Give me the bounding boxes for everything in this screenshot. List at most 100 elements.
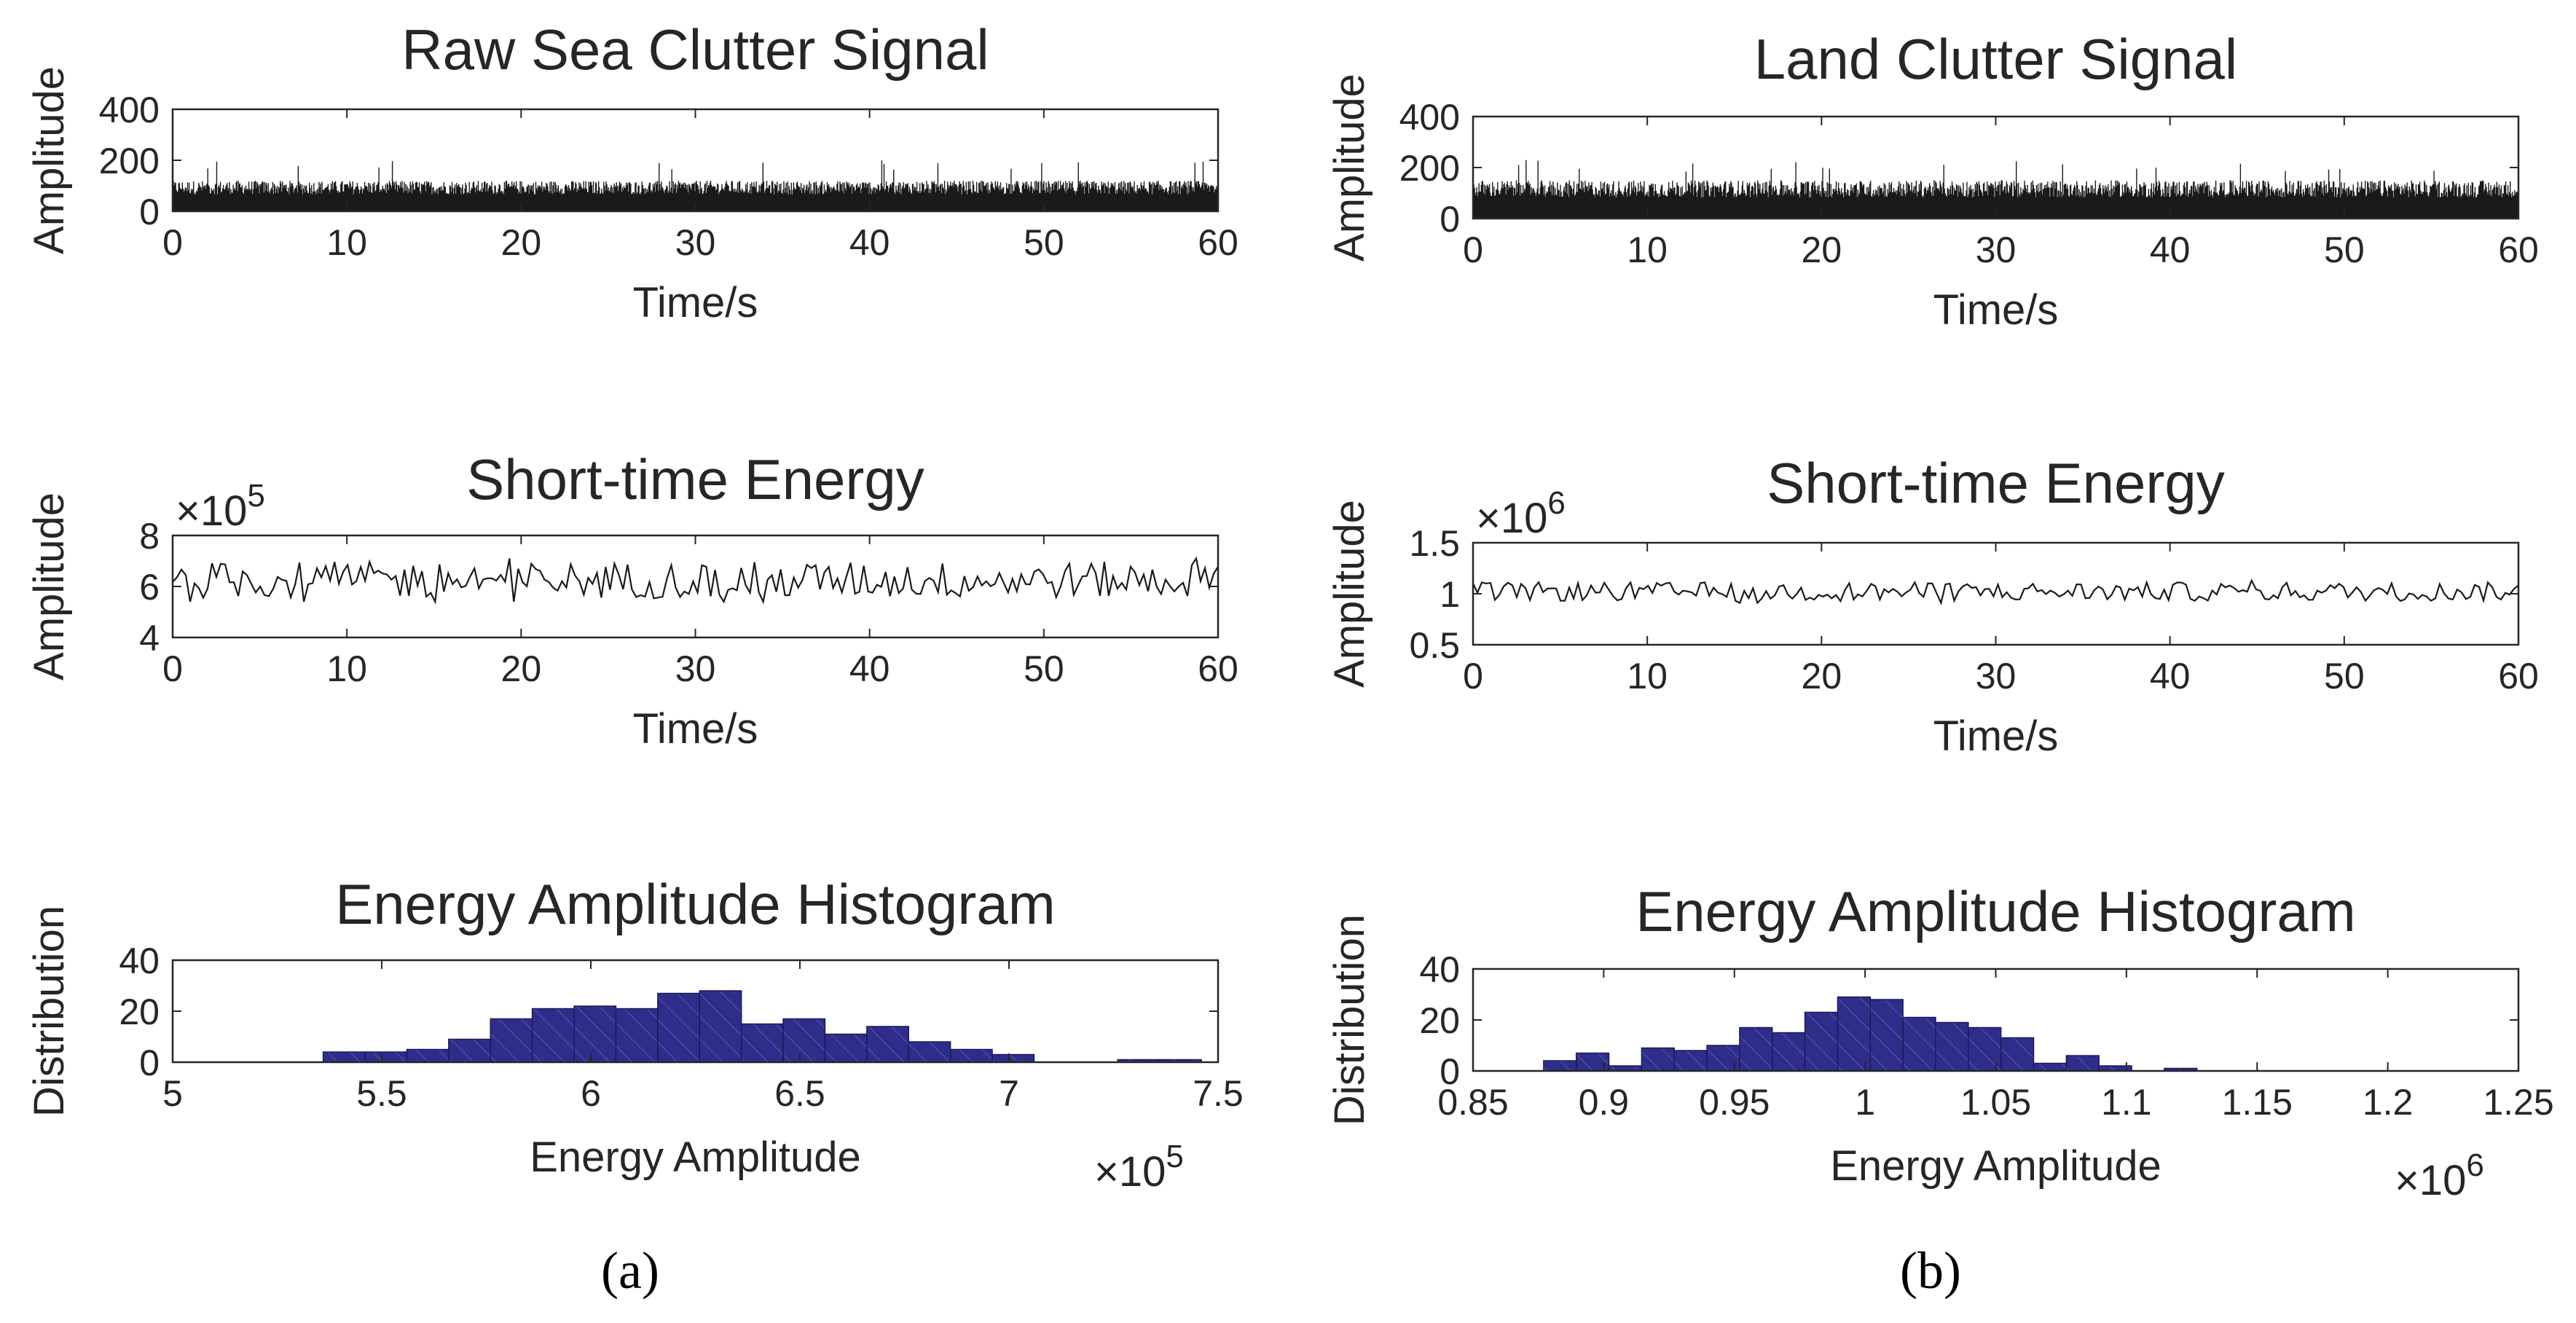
histogram-bar bbox=[1935, 1021, 1969, 1072]
x-tick-label: 1.15 bbox=[2222, 1082, 2293, 1123]
x-tick-label: 30 bbox=[675, 648, 716, 689]
x-tick-label: 0.85 bbox=[1437, 1082, 1508, 1123]
x-tick-label: 6 bbox=[581, 1073, 601, 1114]
chart-title: Short-time Energy bbox=[1767, 451, 2225, 515]
y-tick-label: 6 bbox=[139, 567, 160, 608]
plot-area bbox=[1472, 160, 2519, 219]
plot-area bbox=[172, 556, 1219, 605]
y-tick-label: 40 bbox=[119, 941, 160, 981]
chart-a3: Energy Amplitude Histogram 5 5.5 6 6.5 7 7.5 0 2… bbox=[25, 872, 1244, 1196]
histogram-bar bbox=[531, 1008, 575, 1063]
histogram-bar bbox=[1673, 1050, 1708, 1072]
x-tick-label: 20 bbox=[501, 222, 542, 263]
y-axis-label: Amplitude bbox=[25, 492, 73, 680]
y-axis-label: Amplitude bbox=[1326, 500, 1373, 688]
x-tick-label: 60 bbox=[2498, 656, 2539, 696]
y-tick-label: 20 bbox=[119, 992, 160, 1032]
histogram-bar bbox=[1641, 1047, 1675, 1072]
x-tick-label: 7 bbox=[999, 1073, 1019, 1114]
histogram-bar bbox=[448, 1038, 491, 1063]
histogram-bar bbox=[1869, 999, 1904, 1072]
histogram-bar bbox=[908, 1041, 951, 1063]
histogram-bar bbox=[1772, 1032, 1806, 1072]
x-tick-label: 30 bbox=[1976, 656, 2017, 696]
x-tick-label: 1.25 bbox=[2483, 1082, 2553, 1123]
x-tick-label: 10 bbox=[326, 222, 367, 263]
x-tick-label: 60 bbox=[1198, 648, 1238, 689]
chart-b3: Energy Amplitude Histogram 0.85 0.9 0.95 1 1.… bbox=[1326, 879, 2554, 1204]
x-tick-label: 0 bbox=[162, 648, 183, 689]
x-tick-label: 0 bbox=[1463, 656, 1483, 696]
histogram-bar bbox=[490, 1018, 533, 1063]
y-tick-label: 400 bbox=[1399, 97, 1460, 138]
x-tick-label: 0 bbox=[162, 222, 183, 263]
y-tick-label: 0 bbox=[1440, 1051, 1460, 1092]
series-line bbox=[1472, 578, 2519, 605]
panel-label-a: (a) bbox=[601, 1241, 659, 1300]
y-axis-label: Distribution bbox=[1326, 914, 1373, 1126]
x-tick-label: 40 bbox=[2150, 229, 2191, 270]
x-tick-label: 20 bbox=[1802, 229, 1842, 270]
x-tick-label: 50 bbox=[1024, 648, 1064, 689]
plot-area bbox=[1472, 578, 2519, 605]
y-axis-label: Amplitude bbox=[25, 66, 73, 254]
chart-a1: Raw Sea Clutter Signal 0 10 20 30 40 50 60 0 200 4… bbox=[25, 17, 1238, 326]
y-tick-label: 1.5 bbox=[1409, 523, 1460, 564]
y-tick-label: 0.5 bbox=[1409, 625, 1460, 666]
chart-b2: Short-time Energy 0 10 20 30 40 50 60 0.5 1 1.5 Tim… bbox=[1326, 451, 2539, 760]
y-axis-label: Distribution bbox=[25, 906, 73, 1117]
histogram-bar bbox=[2065, 1055, 2100, 1072]
axis-multiplier: ×106 bbox=[2395, 1147, 2484, 1204]
x-tick-label: 7.5 bbox=[1193, 1073, 1244, 1114]
y-tick-label: 200 bbox=[99, 141, 160, 181]
series-line bbox=[172, 556, 1219, 605]
multiplier-exponent: 6 bbox=[1547, 485, 1565, 521]
histogram-bar bbox=[322, 1051, 366, 1063]
histogram-bar bbox=[1739, 1026, 1773, 1072]
histogram-bar bbox=[615, 1008, 659, 1063]
x-tick-label: 40 bbox=[849, 648, 890, 689]
y-tick-label: 0 bbox=[139, 192, 160, 232]
panel-label-b: (b) bbox=[1900, 1241, 1961, 1300]
histogram-bar bbox=[949, 1048, 993, 1063]
histogram-bar bbox=[991, 1053, 1035, 1063]
chart-title: Energy Amplitude Histogram bbox=[335, 872, 1055, 936]
x-tick-label: 20 bbox=[1802, 656, 1842, 696]
multiplier-base: ×10 bbox=[2395, 1157, 2466, 1204]
x-axis-label: Time/s bbox=[633, 705, 758, 753]
x-tick-label: 0 bbox=[1463, 229, 1483, 270]
histogram-bar bbox=[364, 1051, 408, 1063]
x-axis-label: Time/s bbox=[1933, 712, 2059, 760]
x-tick-label: 50 bbox=[1024, 222, 1064, 263]
x-tick-label: 5 bbox=[162, 1073, 183, 1114]
histogram-bar bbox=[1837, 996, 1872, 1072]
x-tick-label: 10 bbox=[326, 648, 367, 689]
y-tick-label: 0 bbox=[139, 1043, 160, 1083]
plot-area bbox=[1543, 996, 2198, 1072]
x-tick-label: 10 bbox=[1627, 656, 1668, 696]
histogram-bar bbox=[573, 1005, 617, 1063]
x-tick-label: 30 bbox=[675, 222, 716, 263]
x-axis-label: Energy Amplitude bbox=[1830, 1142, 2161, 1190]
x-tick-label: 30 bbox=[1976, 229, 2017, 270]
histogram-bar bbox=[1902, 1016, 1936, 1072]
x-tick-label: 6.5 bbox=[774, 1073, 825, 1114]
histogram-bar bbox=[2033, 1062, 2068, 1072]
x-axis-label: Time/s bbox=[1933, 286, 2059, 334]
y-tick-label: 400 bbox=[99, 90, 160, 130]
x-tick-label: 50 bbox=[2324, 229, 2365, 270]
x-axis-label: Time/s bbox=[633, 279, 758, 326]
multiplier-exponent: 6 bbox=[2466, 1147, 2483, 1183]
multiplier-base: ×10 bbox=[1476, 495, 1547, 542]
x-tick-label: 40 bbox=[2150, 656, 2191, 696]
y-tick-label: 40 bbox=[1419, 949, 1460, 990]
histogram-bar bbox=[2000, 1037, 2035, 1072]
histogram-bar bbox=[699, 990, 742, 1063]
histogram-bar bbox=[1804, 1011, 1839, 1072]
x-tick-label: 1.05 bbox=[1960, 1082, 2031, 1123]
chart-title: Raw Sea Clutter Signal bbox=[401, 17, 989, 82]
plot-area bbox=[322, 990, 1202, 1063]
chart-a2: Short-time Energy 0 10 20 30 40 50 60 4 6 8 Time/s A… bbox=[25, 447, 1238, 753]
